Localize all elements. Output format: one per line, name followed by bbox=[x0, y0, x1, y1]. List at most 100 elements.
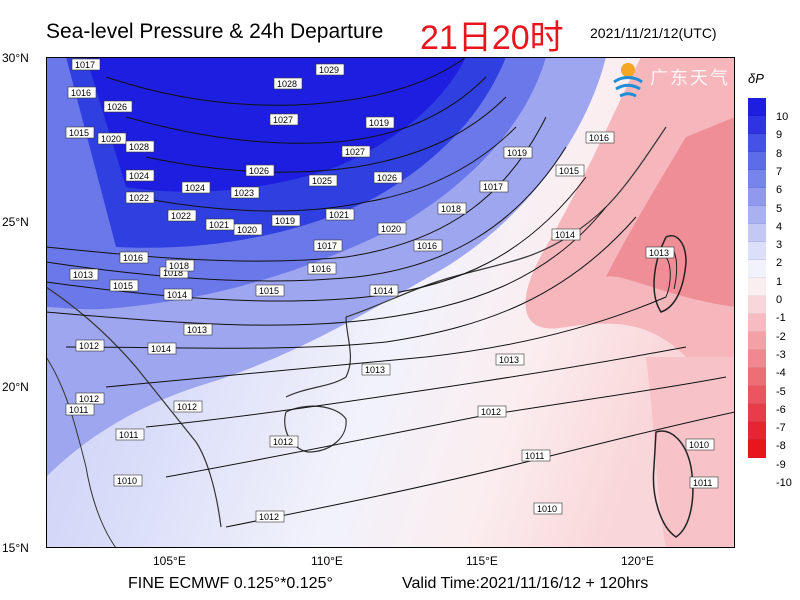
lon-label-115: 115°E bbox=[466, 554, 498, 568]
strong-negative-region bbox=[606, 117, 735, 307]
colorbar-tick-label: 7 bbox=[776, 165, 783, 178]
isobar-label: 1011 bbox=[693, 478, 712, 488]
colorbar-tick-label: 6 bbox=[776, 184, 783, 197]
colorbar-tick-label: -8 bbox=[776, 440, 786, 453]
isobar-label: 1021 bbox=[209, 220, 229, 230]
isobar-label: 1012 bbox=[259, 512, 279, 522]
map-frame bbox=[46, 57, 735, 548]
isobar-label: 1016 bbox=[71, 88, 91, 98]
colorbar-swatch bbox=[748, 134, 766, 152]
isobar-label: 1019 bbox=[507, 148, 527, 158]
colorbar-swatch bbox=[748, 242, 766, 260]
isobar-label: 1011 bbox=[119, 430, 138, 440]
isobar-label: 1027 bbox=[345, 147, 365, 157]
isobar-label: 1013 bbox=[73, 270, 93, 280]
luzon-island bbox=[652, 430, 694, 538]
valid-time: Valid Time:2021/11/16/12 + 120hrs bbox=[402, 575, 649, 592]
isobar-label: 1017 bbox=[483, 182, 503, 192]
pressure-map: 1017 1016 1015 1026 1020 1028 1028 1029 … bbox=[46, 57, 735, 548]
issue-datetime: 2021/11/21/12(UTC) bbox=[590, 25, 717, 41]
isobar-label: 1013 bbox=[187, 325, 207, 335]
negative-departure-region bbox=[525, 57, 735, 387]
lat-label-30: 30°N bbox=[2, 51, 29, 65]
colorbar-swatch bbox=[748, 386, 766, 404]
isobar-label: 1027 bbox=[273, 115, 293, 125]
colorbar-tick-label: -5 bbox=[776, 385, 786, 398]
isobar-label: 1016 bbox=[589, 133, 609, 143]
colorbar-tick-label: 4 bbox=[776, 220, 783, 233]
colorbar-tick-label: 8 bbox=[776, 147, 783, 160]
colorbar-tick-label: -7 bbox=[776, 422, 786, 435]
colorbar-swatch bbox=[748, 368, 766, 386]
colorbar-swatch bbox=[748, 116, 766, 134]
colorbar-tick-label: 2 bbox=[776, 257, 783, 270]
colorbar-swatch bbox=[748, 224, 766, 242]
colorbar-swatch bbox=[748, 440, 766, 458]
colorbar-tick-label: -9 bbox=[776, 458, 786, 471]
colorbar-swatch bbox=[748, 314, 766, 332]
isobar-label: 1014 bbox=[555, 230, 575, 240]
isobar-label: 1023 bbox=[234, 188, 254, 198]
colorbar-swatch bbox=[748, 422, 766, 440]
colorbar-title: δP bbox=[748, 71, 764, 86]
isobar-label: 1011 bbox=[525, 451, 544, 461]
isobar-label: 1026 bbox=[377, 173, 397, 183]
colorbar-tick-label: -1 bbox=[776, 312, 786, 325]
isobar-label: 1010 bbox=[117, 476, 137, 486]
isobar-labels: 1017 1016 1015 1026 1020 1028 1028 1029 … bbox=[65, 58, 719, 523]
isobar-label: 1020 bbox=[381, 224, 401, 234]
colorbar-tick-label: 9 bbox=[776, 129, 783, 142]
forecast-time-title: 21日20时 bbox=[420, 19, 564, 57]
coastline bbox=[345, 126, 667, 318]
colorbar-tick-label: 3 bbox=[776, 239, 783, 252]
lat-label-15: 15°N bbox=[2, 541, 29, 555]
lon-label-105: 105°E bbox=[153, 554, 186, 568]
colorbar bbox=[748, 98, 766, 458]
isobar-label: 1028 bbox=[277, 79, 297, 89]
colorbar-swatch bbox=[748, 278, 766, 296]
colorbar-swatch bbox=[748, 188, 766, 206]
isobar-label: 1015 bbox=[69, 128, 89, 138]
isobar-label: 1010 bbox=[689, 440, 709, 450]
colorbar-tick-label: -3 bbox=[776, 348, 786, 361]
isobar-label: 1018 bbox=[441, 204, 461, 214]
isobar-label: 1013 bbox=[365, 365, 385, 375]
isobar-label: 1022 bbox=[129, 193, 149, 203]
colorbar-swatch bbox=[748, 152, 766, 170]
isobar-label: 1026 bbox=[107, 102, 127, 112]
colorbar-tick-label: -10 bbox=[776, 477, 792, 489]
colorbar-tick-label: 5 bbox=[776, 202, 783, 215]
colorbar-swatch bbox=[748, 350, 766, 368]
colorbar-tick-label: 10 bbox=[776, 111, 789, 123]
colorbar-tick-label: -6 bbox=[776, 403, 786, 416]
isobar-label: 1029 bbox=[319, 65, 339, 75]
colorbar-swatch bbox=[748, 170, 766, 188]
isobar-label: 1013 bbox=[499, 355, 519, 365]
isobar-label: 1015 bbox=[259, 286, 279, 296]
colorbar-tick-label: 1 bbox=[776, 275, 783, 288]
isobar-label: 1018 bbox=[163, 268, 183, 278]
weather-logo-text: 广东天气 bbox=[650, 68, 730, 88]
isobar-label: 1019 bbox=[369, 118, 389, 128]
weather-logo-icon bbox=[613, 63, 643, 98]
isobar-label: 1016 bbox=[311, 264, 331, 274]
isobar-label: 1026 bbox=[249, 166, 269, 176]
isobar-label: 1010 bbox=[537, 504, 557, 514]
colorbar-swatch bbox=[748, 296, 766, 314]
colorbar-swatch bbox=[748, 206, 766, 224]
lat-label-25: 25°N bbox=[2, 215, 29, 229]
isobar-label: 1018 bbox=[169, 261, 189, 271]
isobar-label: 1019 bbox=[275, 216, 295, 226]
colorbar-swatch bbox=[748, 98, 766, 116]
isobar-label: 1014 bbox=[151, 344, 171, 354]
colorbar-swatch bbox=[748, 332, 766, 350]
isobar-label: 1013 bbox=[649, 248, 669, 258]
isobar-label: 1011 bbox=[69, 405, 88, 415]
isobar-label: 1021 bbox=[329, 210, 349, 220]
colorbar-swatch bbox=[748, 260, 766, 278]
colorbar-tick-label: -2 bbox=[776, 330, 786, 343]
isobar-label: 1016 bbox=[417, 241, 437, 251]
isobar-label: 1025 bbox=[312, 176, 332, 186]
lon-label-110: 110°E bbox=[311, 554, 343, 568]
isobar-label: 1012 bbox=[177, 402, 197, 412]
